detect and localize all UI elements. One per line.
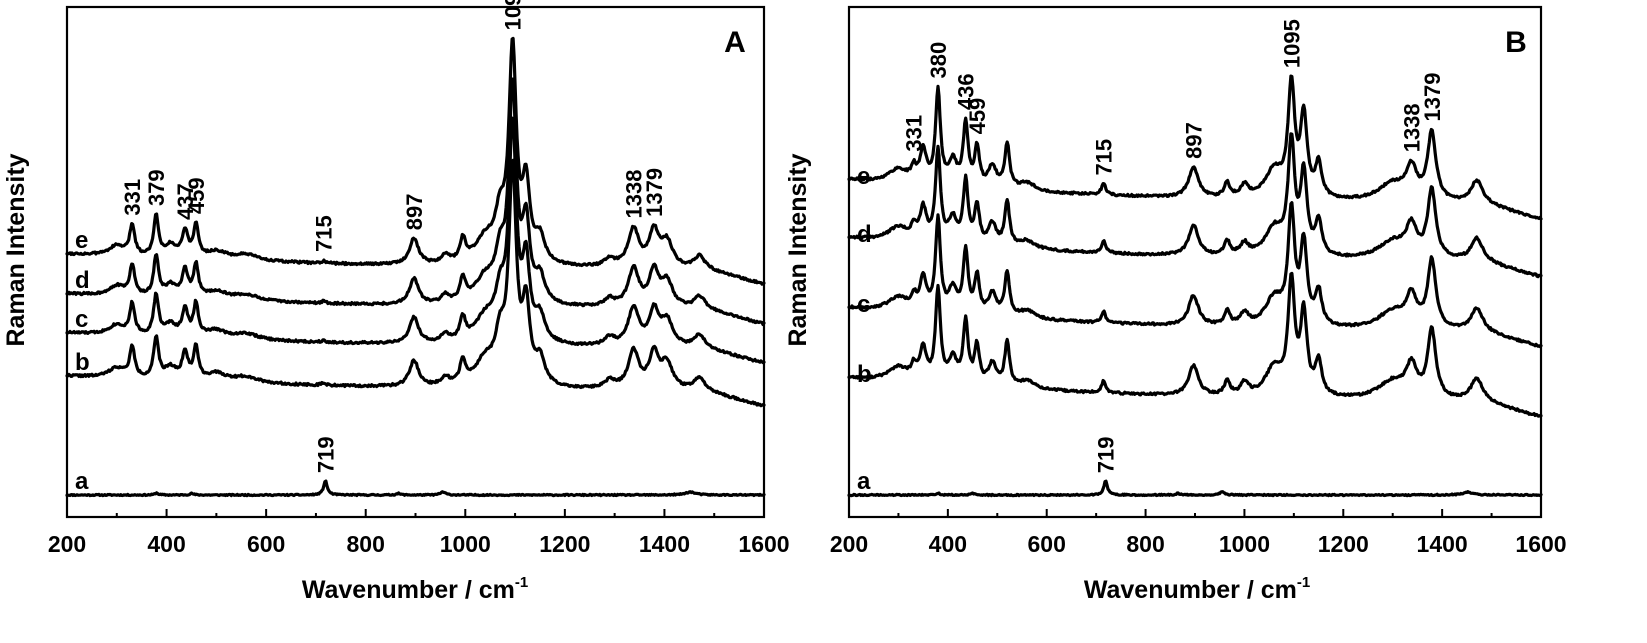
peak-label-436: 436	[954, 73, 979, 110]
peak-label-1095: 1095	[501, 0, 526, 30]
x-tick-label: 200	[48, 531, 86, 557]
x-tick-label: 1400	[1417, 531, 1468, 557]
trace-d	[65, 77, 766, 327]
trace-label-e: e	[857, 163, 870, 190]
trace-a	[65, 479, 766, 498]
trace-label-a: a	[75, 468, 89, 495]
x-tick-label: 1600	[738, 531, 789, 557]
peak-label-380: 380	[926, 42, 951, 79]
trace-b	[847, 271, 1543, 418]
peak-label-459: 459	[965, 98, 990, 135]
trace-label-e: e	[75, 227, 88, 254]
x-tick-label: 1000	[440, 531, 491, 557]
plot-frame-a	[65, 5, 766, 519]
peak-label-1338: 1338	[622, 169, 647, 218]
y-axis-title-b: Raman Intensity	[784, 153, 812, 346]
trace-label-c: c	[75, 306, 88, 333]
x-tick-label: 800	[1126, 531, 1164, 557]
x-tick-label: 1600	[1515, 531, 1566, 557]
trace-label-d: d	[857, 221, 872, 248]
x-tick-label: 1000	[1219, 531, 1270, 557]
trace-label-b: b	[857, 361, 872, 388]
peak-label-379: 379	[144, 169, 169, 206]
y-axis-title-a: Raman Intensity	[2, 153, 30, 346]
peak-label-715: 715	[1092, 139, 1117, 176]
x-tick-label: 600	[247, 531, 285, 557]
x-tick-label: 600	[1028, 531, 1066, 557]
trace-e	[65, 36, 766, 286]
trace-a	[847, 479, 1543, 498]
peak-label-897: 897	[402, 193, 427, 230]
panel-label-b: B	[1505, 26, 1527, 59]
peak-label-719: 719	[313, 436, 338, 473]
x-tick-label: 400	[147, 531, 185, 557]
panel-label-a: A	[724, 26, 746, 59]
trace-c	[65, 116, 766, 365]
trace-e	[847, 74, 1543, 221]
trace-label-c: c	[857, 291, 870, 318]
peak-label-719: 719	[1094, 437, 1119, 474]
trace-b	[65, 158, 766, 408]
x-tick-label: 800	[347, 531, 385, 557]
peak-label-715: 715	[311, 215, 336, 252]
trace-d	[847, 132, 1543, 279]
x-ticks-b: 200 400 600 800 1000 1200 1400 1600	[830, 509, 1567, 557]
x-tick-label: 1200	[1318, 531, 1369, 557]
x-axis-title-b: Wavenumber / cm-1	[1084, 574, 1310, 604]
peak-label-1338: 1338	[1399, 103, 1424, 152]
trace-label-d: d	[75, 267, 90, 294]
trace-c	[847, 201, 1543, 349]
trace-label-a: a	[857, 468, 871, 495]
peak-label-331: 331	[120, 179, 145, 216]
x-axis-title-a: Wavenumber / cm-1	[302, 574, 528, 604]
peak-label-897: 897	[1182, 122, 1207, 159]
x-ticks-a: 200 400 600 800 1000 1200 1400 1600	[48, 509, 790, 557]
peak-label-1379: 1379	[1420, 73, 1445, 122]
x-tick-label: 1400	[639, 531, 690, 557]
x-tick-label: 400	[929, 531, 967, 557]
trace-label-b: b	[75, 349, 90, 376]
peak-label-331: 331	[902, 115, 927, 152]
traces-b: a b c d e	[847, 74, 1543, 498]
x-tick-label: 1200	[539, 531, 590, 557]
peak-label-1095: 1095	[1279, 19, 1304, 68]
x-tick-label: 200	[830, 531, 868, 557]
peak-label-437: 437	[173, 183, 198, 220]
peak-label-1379: 1379	[642, 168, 667, 217]
peak-label-459: 459	[184, 177, 209, 214]
